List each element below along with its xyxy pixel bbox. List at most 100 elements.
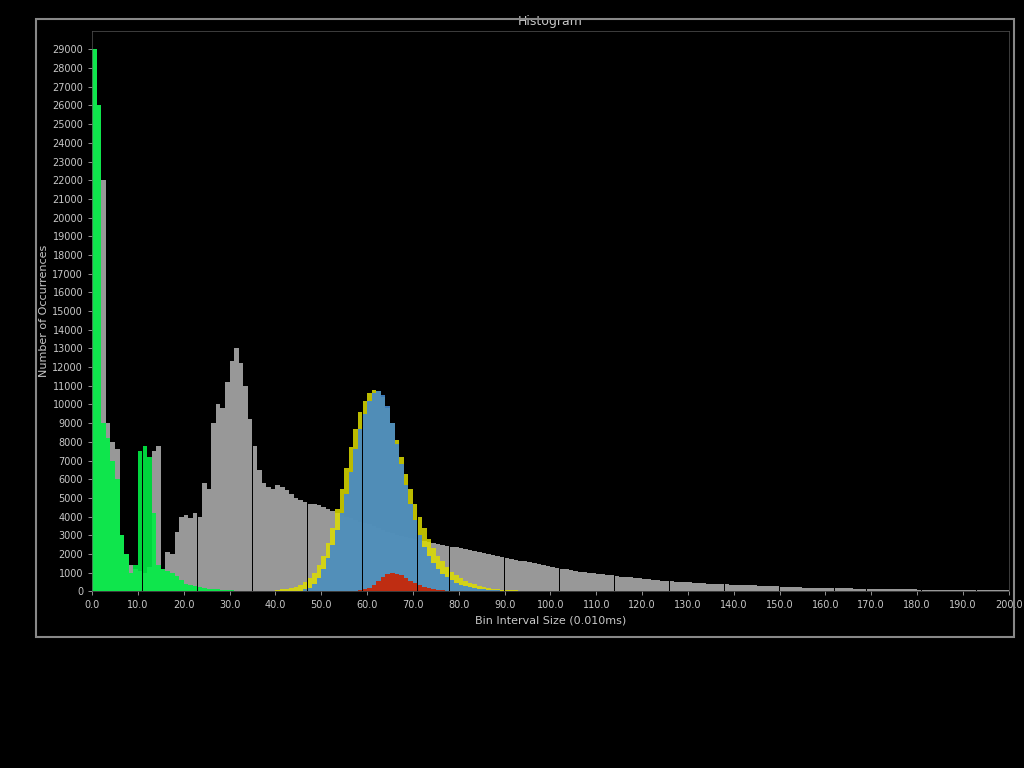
Bar [450, 571, 454, 591]
Bar [472, 588, 477, 591]
Bar [445, 578, 450, 591]
Bar [578, 571, 583, 591]
Bar [564, 569, 568, 591]
Bar [518, 561, 523, 591]
Bar [394, 440, 399, 591]
Bar [481, 590, 486, 591]
Bar [353, 521, 357, 591]
Bar [981, 590, 986, 591]
Bar [798, 588, 803, 591]
Bar [331, 511, 335, 591]
Bar [376, 581, 381, 591]
Bar [463, 581, 468, 591]
Bar [624, 577, 628, 591]
Bar [908, 590, 912, 591]
Bar [362, 590, 367, 591]
Bar [372, 393, 376, 591]
Bar [362, 414, 367, 591]
Bar [344, 494, 349, 591]
Bar [812, 588, 816, 591]
Bar [537, 564, 541, 591]
Bar [803, 588, 807, 591]
Bar [385, 409, 390, 591]
Bar [418, 535, 422, 591]
Bar [340, 515, 344, 591]
Bar [413, 521, 418, 591]
Bar [166, 552, 170, 591]
Bar [944, 590, 949, 591]
Bar [253, 445, 257, 591]
Bar [807, 588, 811, 591]
Bar [697, 583, 701, 591]
Bar [481, 553, 486, 591]
Bar [207, 588, 211, 591]
Bar [399, 575, 403, 591]
Bar [477, 589, 481, 591]
Title: Histogram: Histogram [518, 15, 583, 28]
Bar [601, 574, 605, 591]
Bar [115, 479, 120, 591]
Bar [500, 590, 505, 591]
Bar [111, 461, 115, 591]
Bar [399, 457, 403, 591]
Bar [403, 537, 409, 591]
Bar [316, 565, 322, 591]
Bar [729, 584, 733, 591]
Bar [184, 584, 188, 591]
Bar [381, 530, 385, 591]
Bar [157, 445, 161, 591]
Bar [472, 551, 477, 591]
Bar [903, 589, 907, 591]
Bar [848, 588, 853, 591]
Bar [307, 504, 312, 591]
Bar [96, 105, 101, 591]
Bar [450, 547, 454, 591]
Bar [349, 518, 353, 591]
Bar [367, 588, 372, 591]
Bar [133, 565, 138, 591]
Bar [422, 587, 427, 591]
Bar [142, 445, 147, 591]
Bar [472, 584, 477, 591]
Bar [463, 549, 468, 591]
Bar [129, 565, 133, 591]
Bar [431, 543, 436, 591]
Bar [353, 449, 357, 591]
Bar [427, 556, 431, 591]
Bar [821, 588, 825, 591]
Bar [381, 397, 385, 591]
Bar [876, 589, 881, 591]
Bar [711, 584, 716, 591]
Bar [610, 575, 614, 591]
Bar [788, 587, 794, 591]
Bar [362, 401, 367, 591]
Bar [440, 545, 444, 591]
Bar [683, 582, 688, 591]
Bar [239, 363, 244, 591]
Bar [670, 581, 674, 591]
Bar [422, 541, 427, 591]
Bar [335, 509, 340, 591]
Bar [871, 589, 876, 591]
Bar [285, 588, 289, 591]
Bar [436, 569, 440, 591]
Bar [216, 590, 220, 591]
Bar [409, 581, 413, 591]
Bar [422, 547, 427, 591]
Bar [770, 586, 775, 591]
Bar [445, 567, 450, 591]
Bar [322, 556, 326, 591]
Bar [349, 448, 353, 591]
Bar [266, 487, 270, 591]
Bar [234, 349, 239, 591]
Bar [101, 423, 105, 591]
Bar [890, 589, 894, 591]
Text: Shows statistics in “frequency” domain.: Shows statistics in “frequency” domain. [125, 680, 899, 718]
Bar [92, 49, 96, 591]
Bar [152, 452, 157, 591]
Bar [220, 409, 225, 591]
Bar [220, 590, 225, 591]
Bar [542, 565, 546, 591]
Bar [152, 513, 157, 591]
Bar [367, 393, 372, 591]
